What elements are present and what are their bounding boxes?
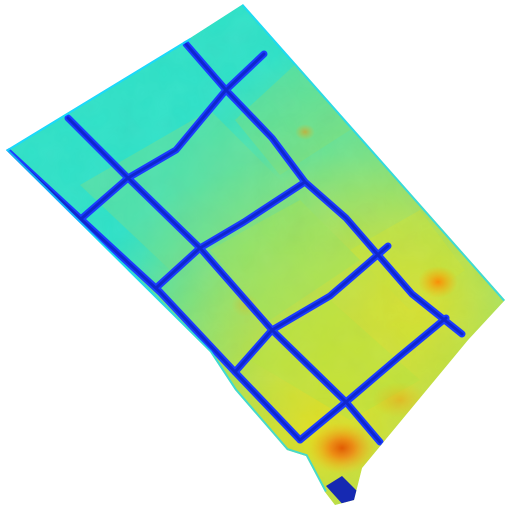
grid-line-core	[154, 180, 307, 290]
grid-line-core	[233, 244, 390, 374]
grid-line-core	[66, 116, 382, 444]
grid-line-core	[6, 148, 302, 442]
panel-edge-right	[241, 4, 505, 302]
grid-line-core	[80, 52, 266, 220]
cold-corner	[326, 476, 360, 505]
grid-line-core	[298, 316, 448, 442]
grid-lines-core	[6, 42, 464, 444]
